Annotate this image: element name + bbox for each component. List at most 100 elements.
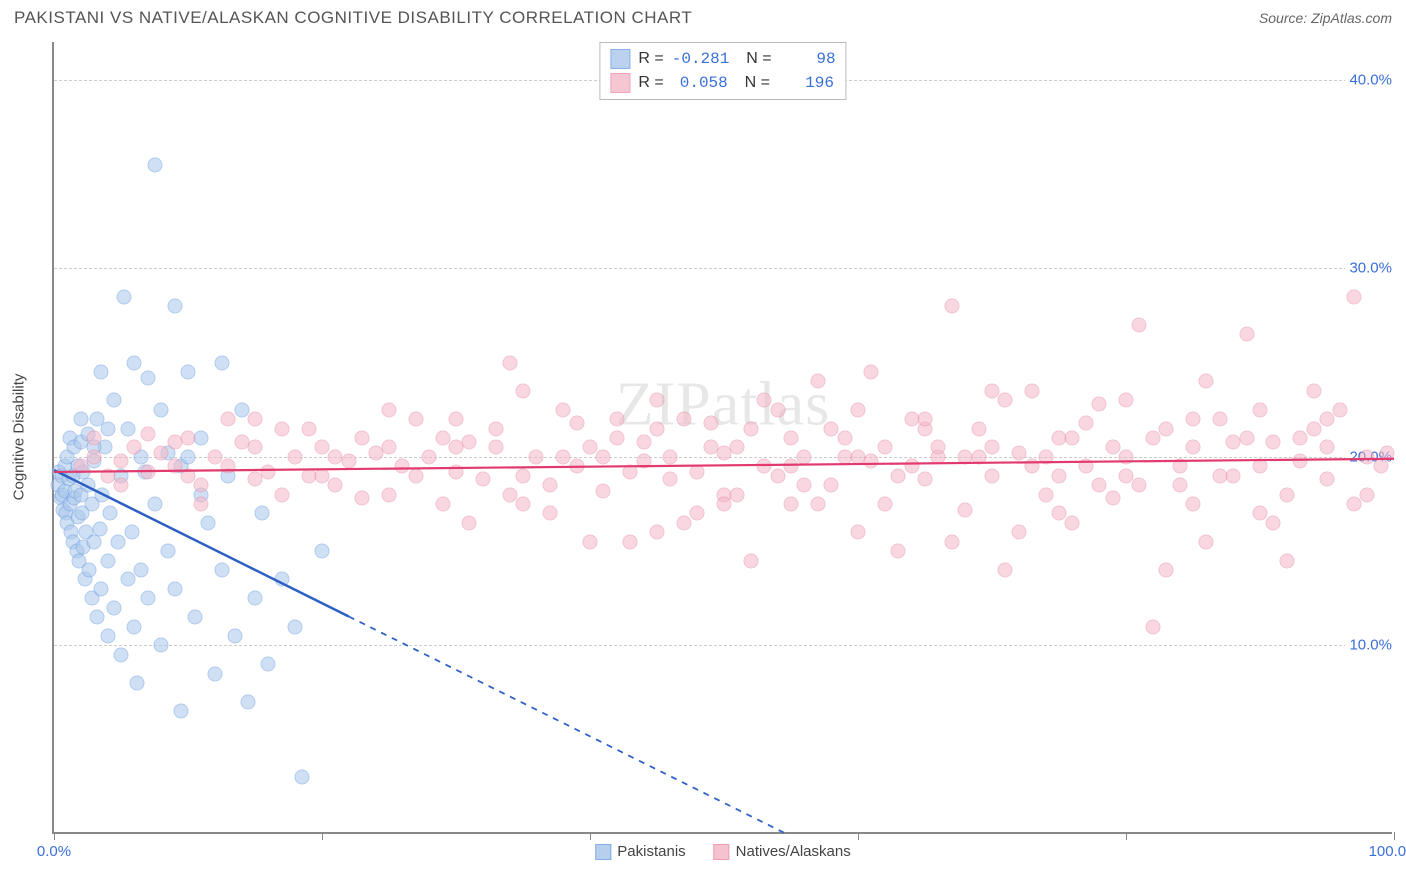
scatter-point: [355, 431, 370, 446]
scatter-point: [214, 563, 229, 578]
legend-item: Natives/Alaskans: [714, 843, 851, 860]
scatter-point: [116, 289, 131, 304]
scatter-point: [100, 553, 115, 568]
scatter-point: [89, 610, 104, 625]
scatter-point: [784, 459, 799, 474]
scatter-point: [194, 497, 209, 512]
scatter-point: [221, 412, 236, 427]
scatter-point: [1186, 440, 1201, 455]
scatter-point: [1011, 525, 1026, 540]
scatter-point: [1346, 497, 1361, 512]
scatter-point: [650, 393, 665, 408]
scatter-point: [248, 412, 263, 427]
scatter-point: [1038, 487, 1053, 502]
scatter-point: [107, 600, 122, 615]
scatter-point: [998, 563, 1013, 578]
y-tick-label: 30.0%: [1345, 260, 1396, 277]
scatter-point: [891, 468, 906, 483]
chart-title: PAKISTANI VS NATIVE/ALASKAN COGNITIVE DI…: [14, 8, 692, 28]
stats-legend-row: R =0.058 N =196: [610, 71, 835, 95]
scatter-point: [93, 365, 108, 380]
scatter-point: [837, 431, 852, 446]
scatter-point: [127, 355, 142, 370]
scatter-point: [181, 468, 196, 483]
scatter-point: [408, 412, 423, 427]
scatter-point: [770, 468, 785, 483]
scatter-point: [784, 497, 799, 512]
source-label: Source: ZipAtlas.com: [1259, 10, 1392, 26]
scatter-point: [475, 472, 490, 487]
scatter-point: [234, 402, 249, 417]
legend-label: Natives/Alaskans: [736, 843, 851, 860]
scatter-point: [556, 402, 571, 417]
scatter-point: [1159, 421, 1174, 436]
scatter-point: [583, 534, 598, 549]
scatter-point: [1293, 431, 1308, 446]
x-tick: [1394, 832, 1395, 840]
scatter-point: [650, 421, 665, 436]
scatter-point: [1038, 449, 1053, 464]
scatter-point: [663, 472, 678, 487]
scatter-point: [489, 421, 504, 436]
y-tick-label: 40.0%: [1345, 71, 1396, 88]
scatter-point: [502, 487, 517, 502]
scatter-point: [147, 157, 162, 172]
scatter-point: [111, 534, 126, 549]
scatter-point: [462, 515, 477, 530]
scatter-point: [717, 446, 732, 461]
scatter-point: [663, 449, 678, 464]
legend-swatch: [714, 844, 730, 860]
scatter-point: [221, 459, 236, 474]
stat-r-label: R =: [638, 47, 663, 71]
scatter-point: [87, 534, 102, 549]
scatter-point: [261, 464, 276, 479]
stat-r-label: R =: [638, 71, 663, 95]
scatter-point: [1145, 619, 1160, 634]
scatter-point: [1132, 317, 1147, 332]
scatter-point: [1293, 453, 1308, 468]
scatter-point: [516, 468, 531, 483]
scatter-point: [529, 449, 544, 464]
scatter-point: [636, 434, 651, 449]
scatter-point: [797, 449, 812, 464]
scatter-point: [1078, 459, 1093, 474]
scatter-point: [1333, 402, 1348, 417]
scatter-point: [114, 453, 129, 468]
scatter-point: [1186, 497, 1201, 512]
scatter-point: [1266, 515, 1281, 530]
scatter-point: [1065, 515, 1080, 530]
scatter-point: [355, 491, 370, 506]
scatter-point: [315, 544, 330, 559]
scatter-point: [1172, 478, 1187, 493]
legend-swatch: [610, 73, 630, 93]
scatter-point: [1011, 446, 1026, 461]
scatter-point: [1212, 412, 1227, 427]
legend-swatch: [595, 844, 611, 860]
scatter-point: [542, 506, 557, 521]
scatter-point: [274, 487, 289, 502]
legend-item: Pakistanis: [595, 843, 685, 860]
scatter-point: [301, 421, 316, 436]
scatter-point: [227, 629, 242, 644]
scatter-point: [1253, 402, 1268, 417]
bottom-legend: Pakistanis Natives/Alaskans: [595, 843, 850, 860]
scatter-point: [1306, 383, 1321, 398]
scatter-point: [985, 440, 1000, 455]
x-tick-label: 100.0%: [1369, 843, 1406, 860]
scatter-point: [214, 355, 229, 370]
scatter-point: [556, 449, 571, 464]
scatter-point: [100, 629, 115, 644]
scatter-point: [194, 431, 209, 446]
scatter-point: [810, 497, 825, 512]
scatter-point: [904, 459, 919, 474]
scatter-point: [435, 497, 450, 512]
scatter-point: [1145, 431, 1160, 446]
scatter-point: [1360, 487, 1375, 502]
scatter-point: [864, 453, 879, 468]
scatter-point: [931, 440, 946, 455]
scatter-point: [650, 525, 665, 540]
scatter-point: [690, 464, 705, 479]
scatter-point: [395, 459, 410, 474]
scatter-point: [248, 591, 263, 606]
scatter-point: [1226, 434, 1241, 449]
